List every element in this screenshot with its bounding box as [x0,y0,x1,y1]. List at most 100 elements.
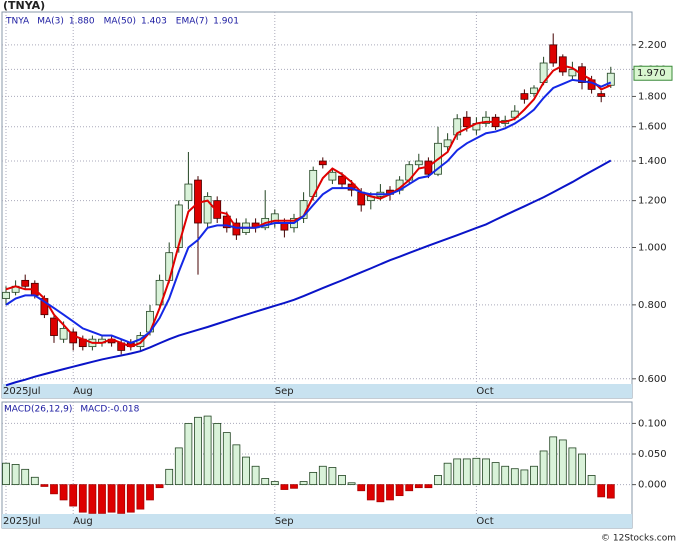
macd-bar [88,484,97,514]
y-tick-label: 0.000 [638,480,667,491]
macd-bar [232,444,241,486]
candle-body [318,160,327,166]
macd-bar [2,462,10,486]
macd-bar [203,415,212,486]
macd-bar [11,464,20,486]
candle-body [50,317,58,336]
macd-bar [309,471,318,486]
macd-bar [357,484,366,492]
macd-bar [386,484,394,501]
candle-body [328,171,337,181]
macd-bar [251,465,260,486]
macd-bar [328,467,337,486]
price-panel [1,11,633,399]
legend-value: 1.901 [213,17,239,27]
candle-body [184,183,193,202]
y-tick-label: 1.800 [638,91,667,102]
macd-bar [194,416,202,486]
legend-name: MA(50) [104,17,136,27]
macd-bar [222,432,231,486]
y-tick-label: 1.600 [638,122,667,133]
candle-body [549,44,558,64]
y-tick-label: 0.050 [638,449,667,460]
candle-body [213,200,222,219]
macd-bar [405,484,414,492]
macd-bar [146,484,154,501]
macd-bar [510,468,519,486]
y-tick-label: 1.400 [638,156,667,167]
y-tick-label: 0.800 [638,300,667,311]
macd-bar [78,484,87,513]
macd-bar [338,475,346,486]
macd-bar [606,484,615,499]
macd-bar [155,484,164,489]
macd-bar [318,465,327,486]
candle-body [280,222,289,231]
candle-body [530,87,538,94]
macd-bar [21,468,30,486]
macd-bar [462,458,471,486]
macd-bar [376,484,385,503]
candle-body [338,175,346,185]
candle-body [21,279,30,287]
macd-bar [165,468,174,486]
macd-bar [184,423,193,486]
macd-bar [578,453,586,486]
macd-bar [50,484,58,495]
candle-body [165,252,174,281]
macd-bar [366,484,375,501]
candle-body [520,93,529,100]
candle-body [462,116,471,128]
macd-bar [520,469,529,486]
macd-bar [395,484,404,497]
ma-line [5,64,612,348]
macd-bar [472,457,481,486]
candle-body [232,222,241,236]
candle-body [482,116,490,124]
price-date-strip [2,384,632,398]
candle-body [414,160,423,166]
x-tick-label: 2025Jul [3,386,41,397]
macd-value: MACD:-0.018 [80,405,139,415]
y-tick-label: 2.200 [638,40,667,51]
macd-bar [530,465,538,486]
ma-line [5,78,612,344]
x-tick-label: Sep [275,386,294,397]
y-tick-label: 0.600 [638,374,667,385]
last-price-box [633,65,673,81]
macd-bar [270,481,279,486]
candle-body [174,204,183,248]
legend-name: MA(3) [37,17,64,27]
x-tick-label: Aug [73,386,93,397]
macd-bar [136,484,145,510]
last-price-label: 1.970 [637,68,666,79]
macd-bar [69,484,78,507]
macd-legend: MACD(26,12,9) [4,405,72,415]
macd-bar [40,484,49,487]
macd-bar [587,475,596,486]
candle-body [203,196,212,224]
macd-bar [290,484,298,489]
x-tick-label: Oct [476,386,493,397]
macd-bar [568,447,577,486]
macd-bar [242,456,250,486]
macd-bar [424,484,433,489]
macd-bar [98,484,106,514]
macd-bar [117,484,126,514]
candle-body [222,215,231,229]
macd-panel [1,401,633,529]
macd-bar [491,462,500,486]
macd-bar [414,484,423,489]
candle-body [558,56,567,73]
macd-bar [434,475,442,486]
footer: © 12Stocks.com [601,534,676,544]
macd-bar [213,423,222,486]
macd-bar [174,447,183,486]
legend-value: 1.880 [69,17,95,27]
candle-body [597,93,606,97]
macd-bar [59,484,68,501]
candle-body [568,68,577,77]
macd-bar [453,458,462,486]
macd-bar [299,481,308,486]
